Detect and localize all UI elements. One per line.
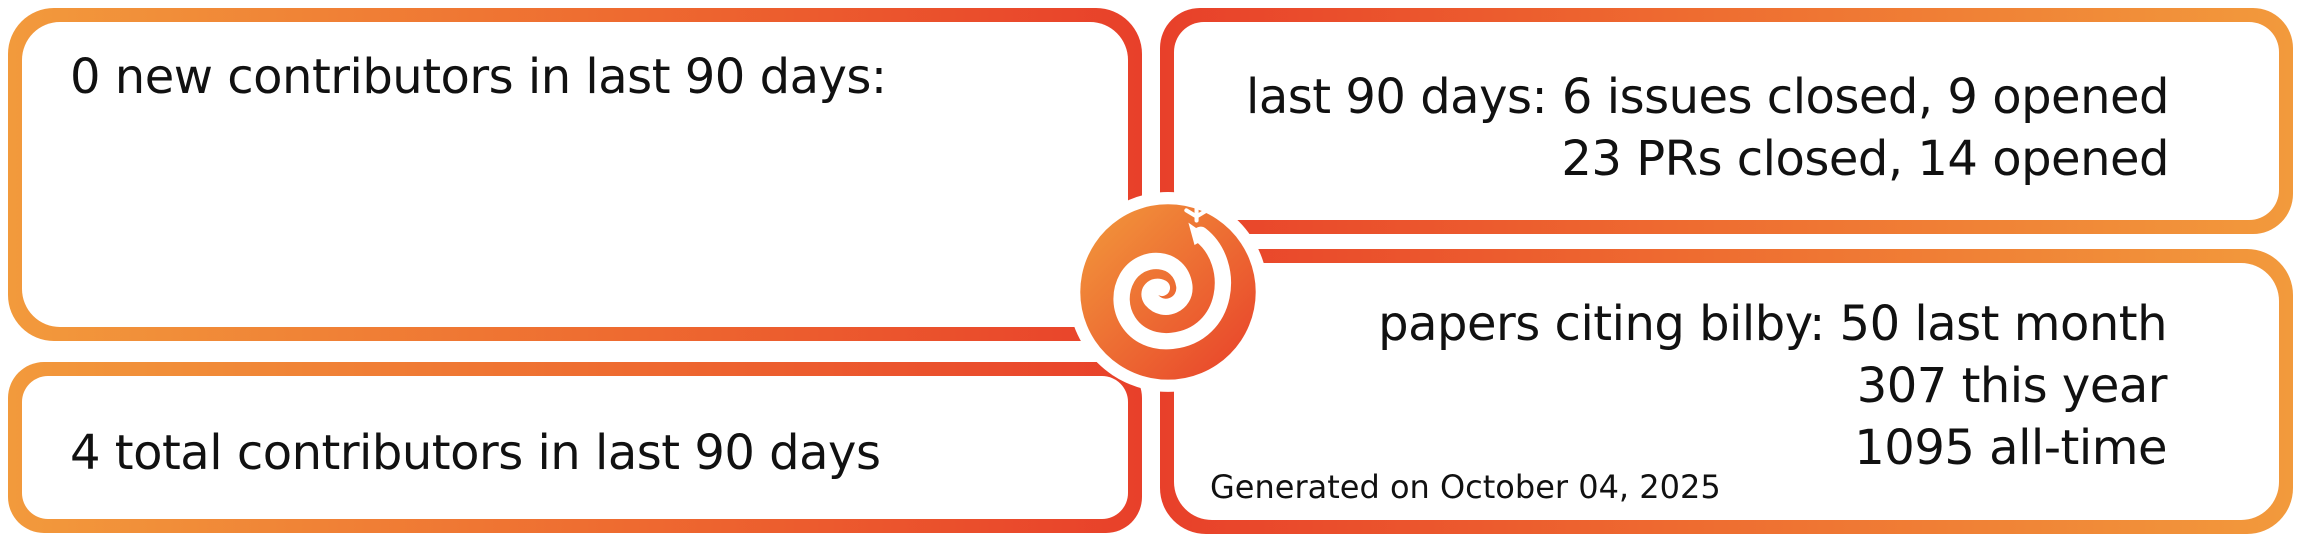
papers-panel-body: papers citing bilby: 50 last month 307 t… xyxy=(1174,263,2279,520)
total-contributors-text: 4 total contributors in last 90 days xyxy=(70,425,881,481)
issues-panel: last 90 days: 6 issues closed, 9 opened … xyxy=(1160,8,2293,234)
bilby-spiral-logo-icon xyxy=(1068,192,1268,392)
papers-panel: papers citing bilby: 50 last month 307 t… xyxy=(1160,249,2293,534)
papers-all-time-line: 1095 all-time xyxy=(1854,420,2167,476)
new-contributors-text: 0 new contributors in last 90 days: xyxy=(70,49,887,105)
papers-last-month-line: papers citing bilby: 50 last month xyxy=(1378,296,2167,352)
generated-date-text: Generated on October 04, 2025 xyxy=(1210,468,1721,506)
prs-line: 23 PRs closed, 14 opened xyxy=(1561,131,2169,187)
issues-panel-body: last 90 days: 6 issues closed, 9 opened … xyxy=(1174,22,2279,220)
papers-this-year-line: 307 this year xyxy=(1856,358,2168,414)
issues-line: last 90 days: 6 issues closed, 9 opened xyxy=(1246,69,2169,125)
total-contributors-panel-body: 4 total contributors in last 90 days xyxy=(22,376,1128,519)
papers-text-block: papers citing bilby: 50 last month 307 t… xyxy=(1378,293,2167,479)
new-contributors-panel: 0 new contributors in last 90 days: xyxy=(8,8,1142,341)
total-contributors-panel: 4 total contributors in last 90 days xyxy=(8,362,1142,533)
new-contributors-panel-body: 0 new contributors in last 90 days: xyxy=(22,22,1128,327)
issues-text-block: last 90 days: 6 issues closed, 9 opened … xyxy=(1246,66,2169,190)
